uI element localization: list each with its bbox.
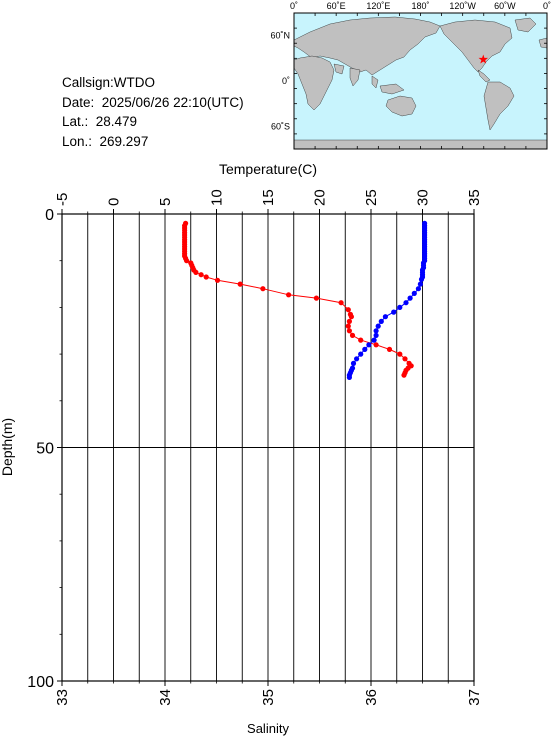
temperature-point [237, 281, 243, 287]
map-lon-tick-label: 0˚ [543, 1, 551, 11]
salinity-tick-label: 36 [363, 689, 380, 706]
map-lon-tick-label: 0˚ [290, 1, 298, 11]
salinity-axis: 33 34 35 36 37 [54, 681, 483, 706]
salinity-point [417, 281, 423, 287]
temperature-tick-label: 15 [260, 189, 277, 206]
salinity-axis-label: Salinity [247, 721, 289, 736]
temperature-tick-label: 25 [363, 189, 380, 206]
map-lat-tick-label: 0˚ [282, 76, 290, 86]
temperature-tick-label: 0 [106, 198, 123, 206]
temperature-point [203, 274, 209, 280]
map-lon-tick-label: 120˚W [449, 1, 476, 11]
longitude-text: Lon.: 269.297 [62, 133, 149, 149]
map-lat-tick-label: 60˚S [271, 121, 290, 131]
salinity-tick-label: 37 [466, 689, 483, 706]
salinity-point [403, 300, 409, 306]
salinity-point [375, 323, 381, 329]
map-lon-tick-label: 180˚ [411, 1, 429, 11]
world-map: 0˚ 60˚E 120˚E 180˚ 120˚W 60˚W 0˚ 60˚N 0˚ 60˚S [270, 1, 551, 150]
temperature-point [349, 332, 356, 338]
temperature-point [401, 372, 407, 378]
callsign-text: Callsign:WTDO [62, 75, 156, 90]
temperature-tick-label: 10 [209, 189, 226, 206]
station-star-icon [478, 54, 488, 64]
map-longitude-ticks: 0˚ 60˚E 120˚E 180˚ 120˚W 60˚W 0˚ [290, 1, 551, 149]
temperature-point [346, 328, 352, 334]
temperature-point [397, 351, 403, 357]
temperature-point [346, 318, 352, 324]
temperature-point [358, 337, 364, 343]
temperature-axis-label: Temperature(C) [219, 161, 317, 177]
temperature-point [338, 300, 344, 306]
salinity-point [397, 304, 403, 310]
salinity-point [418, 276, 425, 282]
temperature-point [184, 258, 190, 264]
salinity-tick-label: 34 [157, 689, 174, 706]
temperature-axis: -5 0 5 10 15 20 25 30 35 [54, 189, 483, 214]
temperature-point [373, 342, 379, 348]
temperature-point [345, 307, 351, 313]
temperature-point [313, 295, 319, 301]
station-info: Callsign:WTDO Date: 2025/06/26 22:10(UTC… [62, 73, 244, 151]
temperature-point [260, 286, 266, 292]
depth-axis-label: Depth(m) [0, 418, 15, 476]
temperature-point [402, 356, 408, 362]
map-land [293, 16, 548, 150]
salinity-point [362, 346, 368, 352]
depth-axis: 0 50 100 [27, 207, 62, 691]
salinity-point [415, 286, 421, 292]
salinity-point [346, 374, 352, 380]
salinity-point [350, 360, 357, 366]
salinity-point [407, 295, 413, 301]
temperature-point [386, 346, 393, 352]
salinity-point [371, 337, 377, 343]
salinity-point [373, 332, 379, 338]
temperature-point [193, 269, 199, 275]
temperature-point [198, 272, 204, 278]
station-marker [478, 54, 488, 64]
temperature-point [214, 277, 221, 283]
temperature-tick-label: 20 [312, 189, 329, 206]
temperature-point [286, 292, 292, 298]
temperature-tick-label: 30 [415, 189, 432, 206]
salinity-point [378, 318, 384, 324]
salinity-tick-label: 35 [260, 689, 277, 706]
map-lon-tick-label: 120˚E [366, 1, 390, 11]
salinity-point [366, 342, 372, 348]
date-text: Date: 2025/06/26 22:10(UTC) [62, 94, 244, 110]
temperature-tick-label: 5 [157, 198, 174, 206]
temperature-point [345, 323, 351, 329]
salinity-tick-label: 33 [54, 689, 71, 706]
map-lon-tick-label: 60˚E [327, 1, 346, 11]
latitude-text: Lat.: 28.479 [62, 114, 138, 129]
profile-series [182, 220, 428, 380]
salinity-point [354, 356, 360, 362]
temperature-point [348, 314, 354, 320]
salinity-point [373, 328, 379, 334]
temperature-tick-label: 35 [466, 189, 483, 206]
map-lon-tick-label: 60˚W [494, 1, 516, 11]
grid-lines [62, 214, 474, 681]
map-lat-tick-label: 60˚N [270, 31, 290, 41]
salinity-point [382, 314, 388, 320]
map-latitude-ticks: 60˚N 0˚ 60˚S [270, 12, 547, 150]
salinity-point [411, 290, 417, 296]
depth-tick-label: 50 [36, 441, 54, 458]
depth-tick-label: 100 [27, 674, 54, 691]
depth-tick-label: 0 [45, 207, 54, 224]
salinity-point [391, 309, 397, 315]
salinity-point [358, 351, 364, 357]
temperature-tick-label: -5 [54, 193, 71, 206]
